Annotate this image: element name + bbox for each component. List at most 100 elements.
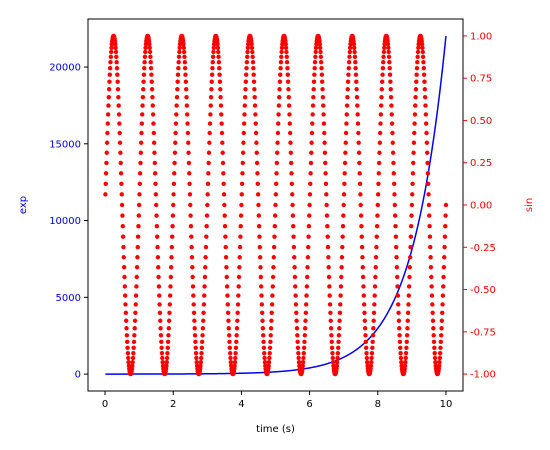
sin-point	[429, 284, 434, 289]
sin-point	[262, 350, 267, 356]
sin-point	[270, 293, 275, 298]
sin-point	[403, 355, 408, 361]
sin-point	[397, 333, 402, 338]
sin-point	[186, 150, 191, 155]
sin-point	[422, 87, 428, 92]
sin-point	[336, 339, 341, 344]
sin-point	[380, 79, 385, 84]
sin-point	[420, 45, 425, 50]
sin-point	[154, 223, 160, 229]
sin-point	[286, 95, 291, 100]
sin-point	[244, 60, 250, 65]
sin-point	[328, 326, 334, 331]
sin-point	[272, 234, 277, 239]
sin-point	[346, 60, 352, 65]
sin-point	[427, 234, 433, 239]
sin-point	[203, 244, 209, 250]
sin-point	[354, 79, 359, 84]
sin-point	[307, 192, 313, 197]
sin-point	[189, 244, 194, 250]
y-left-tick-label: 0	[75, 370, 81, 381]
sin-point	[309, 150, 314, 155]
sin-point	[287, 130, 293, 136]
sin-point	[269, 310, 274, 315]
sin-point	[170, 213, 176, 218]
sin-point	[308, 160, 314, 166]
sin-point	[244, 66, 249, 71]
sin-point	[278, 60, 284, 65]
sin-point	[353, 72, 359, 77]
sin-point	[157, 310, 163, 315]
sin-point	[271, 265, 276, 270]
sin-point	[370, 339, 375, 344]
sin-point	[157, 302, 162, 307]
sin-point	[325, 234, 330, 239]
sin-point	[227, 345, 233, 350]
sin-point	[295, 339, 300, 344]
sin-point	[205, 181, 211, 187]
sin-point	[171, 202, 176, 208]
y-right-tick-label: 0.75	[470, 74, 492, 85]
sin-point	[428, 255, 433, 260]
sin-point	[118, 150, 123, 155]
y-axis-right: -1.00 -0.75 -0.50 -0.25 0.00 0.25 0.50 0.75 1.00	[463, 31, 496, 381]
sin-point	[184, 103, 190, 108]
sin-point	[437, 350, 443, 356]
sin-point	[173, 130, 178, 136]
sin-point	[159, 350, 165, 356]
sin-point	[104, 160, 109, 166]
y-right-tick-label: 1.00	[470, 31, 492, 42]
sin-point	[239, 192, 244, 197]
sin-point	[250, 54, 255, 60]
sin-point	[311, 87, 316, 92]
sin-point	[301, 350, 306, 356]
sin-point	[188, 202, 193, 208]
sin-point	[169, 255, 174, 260]
sin-point	[268, 326, 274, 331]
sin-point	[343, 140, 348, 145]
sin-point	[412, 130, 417, 136]
sin-point	[208, 103, 213, 108]
sin-point	[338, 293, 343, 298]
y-right-tick-label: 0.00	[470, 201, 492, 212]
sin-point	[270, 274, 276, 280]
sin-point	[311, 79, 317, 84]
sin-point	[242, 103, 248, 108]
sin-point	[300, 360, 306, 365]
sin-point	[327, 293, 332, 298]
sin-point	[158, 326, 163, 331]
sin-point	[288, 160, 294, 166]
sin-point	[295, 345, 301, 350]
sin-point	[287, 112, 292, 117]
sin-point	[433, 360, 438, 365]
sin-point	[168, 274, 174, 280]
sin-point	[233, 350, 238, 356]
sin-point	[151, 130, 156, 136]
sin-point	[425, 171, 431, 176]
sin-point	[342, 181, 347, 187]
sin-point	[253, 130, 259, 136]
sin-point	[431, 339, 437, 344]
sin-point	[288, 150, 294, 155]
sin-point	[432, 355, 438, 361]
sin-point	[149, 87, 155, 92]
sin-point	[374, 234, 379, 239]
sin-point	[136, 213, 141, 218]
sin-point	[390, 140, 395, 145]
x-tick-label: 10	[440, 399, 453, 410]
sin-point	[115, 87, 121, 92]
sin-point	[360, 255, 365, 260]
sin-point	[381, 49, 387, 55]
sin-point	[200, 339, 205, 344]
sin-point	[375, 213, 380, 218]
sin-point	[168, 284, 173, 289]
sin-point	[108, 60, 113, 65]
sin-point	[293, 293, 298, 298]
sin-point	[327, 284, 332, 289]
sin-point	[329, 345, 335, 350]
sin-point	[220, 160, 226, 166]
sin-point	[415, 60, 420, 65]
sin-point	[369, 355, 374, 361]
sin-point	[370, 345, 375, 350]
